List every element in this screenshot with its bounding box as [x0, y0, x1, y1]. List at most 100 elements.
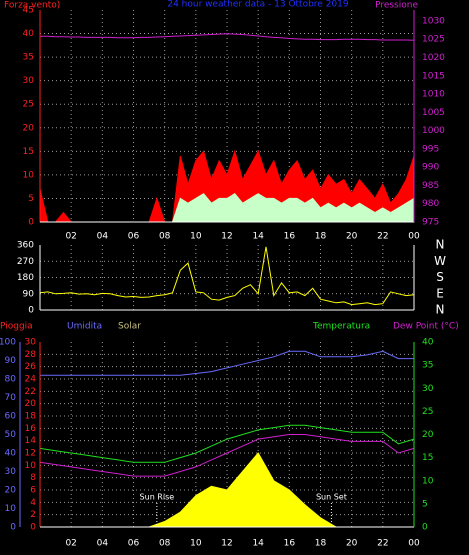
x-tick-label: 00: [408, 232, 420, 242]
x-tick-label: 06: [128, 539, 140, 549]
y2-tick-label: 975: [422, 218, 439, 228]
y-tick-label: 100: [0, 338, 16, 348]
y3-tick-label: 30: [25, 338, 37, 348]
x-tick-label: 22: [377, 232, 388, 242]
y-tick-label: 10: [5, 504, 17, 514]
y-axis-label: Forza vento): [4, 1, 60, 11]
x-tick-label: 10: [190, 539, 202, 549]
y3-tick-label: 2: [30, 510, 36, 520]
y-tick-label: 5: [28, 194, 34, 204]
y-tick-label: 0: [10, 523, 16, 533]
legend-label: Dew Point (°C): [393, 322, 459, 332]
line: [40, 350, 414, 376]
y2-tick-label: 15: [422, 453, 433, 463]
y2-tick-label: 1010: [422, 90, 445, 100]
y2-tick-label: 5: [422, 499, 428, 509]
y2-tick-label: 0: [422, 523, 428, 533]
y-tick-label: 70: [5, 393, 17, 403]
legend-label: Temperatura: [312, 322, 370, 332]
x-tick-label: 12: [221, 539, 232, 549]
y-tick-label: 25: [23, 100, 34, 110]
x-tick-label: 14: [252, 539, 264, 549]
y-tick-label: 30: [5, 467, 17, 477]
direction-label: N: [436, 238, 445, 252]
x-tick-label: 06: [128, 232, 140, 242]
x-tick-label: 18: [315, 232, 327, 242]
y2-tick-label: 20: [422, 430, 434, 440]
y2-tick-label: 1015: [422, 71, 445, 81]
x-tick-label: 16: [284, 232, 296, 242]
y2-tick-label: 980: [422, 199, 439, 209]
y3-tick-label: 4: [30, 498, 36, 508]
direction-label: S: [436, 270, 444, 284]
annotation: Sun Set: [316, 493, 347, 502]
y-tick-label: 20: [5, 486, 17, 496]
x-tick-label: 02: [65, 539, 76, 549]
y-tick-label: 30: [23, 76, 35, 86]
y-tick-label: 270: [17, 257, 34, 267]
y-tick-label: 0: [28, 306, 34, 316]
y-tick-label: 50: [5, 430, 17, 440]
line: [40, 33, 415, 41]
y3-tick-label: 10: [25, 461, 37, 471]
x-tick-label: 16: [284, 539, 296, 549]
y-tick-label: 90: [23, 289, 35, 299]
y-tick-label: 0: [28, 218, 34, 228]
y2-tick-label: 990: [422, 163, 439, 173]
y-tick-label: 35: [23, 53, 34, 63]
x-tick-label: 14: [252, 232, 264, 242]
legend-label: Solar: [118, 322, 141, 332]
x-tick-label: 20: [346, 232, 358, 242]
x-tick-label: 04: [97, 232, 109, 242]
x-tick-label: 00: [408, 539, 420, 549]
y3-tick-label: 28: [25, 350, 37, 360]
y2-axis-label: Pressione: [375, 1, 418, 11]
y-tick-label: 60: [5, 412, 17, 422]
y3-tick-label: 18: [25, 412, 37, 422]
y3-tick-label: 22: [25, 387, 36, 397]
y2-tick-label: 30: [422, 384, 434, 394]
line: [39, 246, 415, 306]
legend-label: Umidita: [67, 322, 102, 332]
chart-title: 24 hour weather data - 13 Ottobre 2019: [167, 0, 349, 10]
legend-label: Pioggia: [0, 322, 33, 332]
y3-tick-label: 20: [25, 399, 37, 409]
y2-tick-label: 1000: [422, 126, 445, 136]
y2-tick-label: 995: [422, 144, 439, 154]
y-tick-label: 15: [23, 147, 34, 157]
y2-tick-label: 1025: [422, 35, 445, 45]
y-tick-label: 20: [23, 123, 35, 133]
y3-tick-label: 24: [25, 375, 37, 385]
y3-tick-label: 14: [25, 436, 37, 446]
y2-tick-label: 985: [422, 181, 439, 191]
y2-tick-label: 1020: [422, 53, 445, 63]
y-tick-label: 45: [23, 6, 34, 16]
y2-tick-label: 35: [422, 361, 433, 371]
y2-tick-label: 1030: [422, 16, 445, 26]
x-tick-label: 22: [377, 539, 388, 549]
y3-tick-label: 6: [30, 486, 36, 496]
direction-label: W: [434, 254, 446, 268]
y-tick-label: 10: [23, 170, 35, 180]
x-tick-label: 02: [65, 232, 76, 242]
y-tick-label: 80: [5, 375, 17, 385]
x-tick-label: 12: [221, 232, 232, 242]
annotation: Sun Rise: [140, 493, 175, 502]
x-tick-label: 20: [346, 539, 358, 549]
y-tick-label: 90: [5, 356, 17, 366]
y3-tick-label: 0: [30, 523, 36, 533]
y3-tick-label: 8: [30, 473, 36, 483]
y3-tick-label: 16: [25, 424, 37, 434]
y-tick-label: 40: [23, 29, 35, 39]
x-tick-label: 10: [190, 232, 202, 242]
direction-label: N: [436, 303, 445, 317]
line: [39, 424, 415, 463]
y2-tick-label: 1005: [422, 108, 445, 118]
line: [39, 434, 415, 477]
y3-tick-label: 26: [25, 362, 37, 372]
y2-tick-label: 40: [422, 338, 434, 348]
y2-tick-label: 25: [422, 407, 433, 417]
x-tick-label: 08: [159, 232, 171, 242]
y2-tick-label: 10: [422, 476, 434, 486]
